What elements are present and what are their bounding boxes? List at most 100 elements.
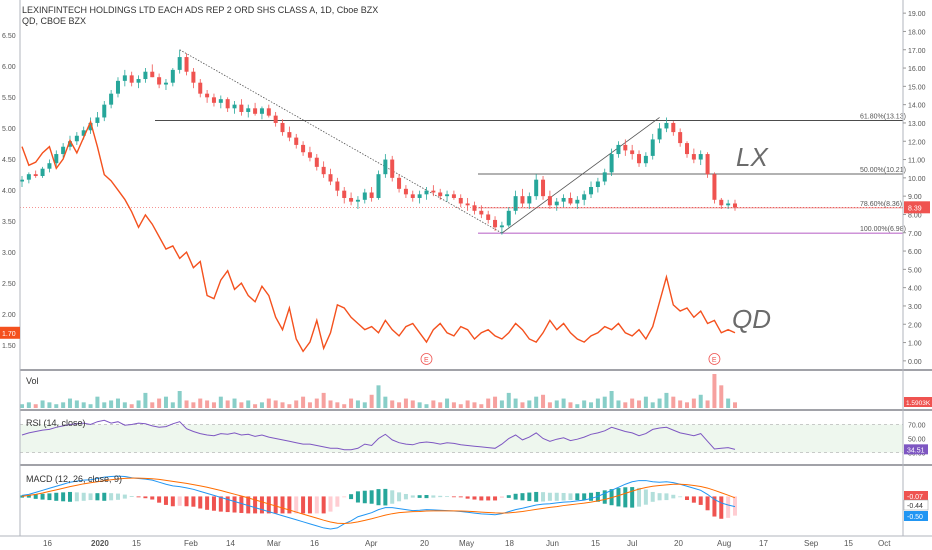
- macd-histogram-bar: [472, 496, 477, 500]
- candle-body: [157, 77, 162, 85]
- left-axis-tick: 2.50: [2, 281, 16, 288]
- macd-histogram-bar: [259, 496, 264, 514]
- x-axis-tick: 15: [844, 539, 853, 548]
- left-axis-tick: 4.00: [2, 188, 16, 195]
- candle-body: [582, 194, 587, 200]
- candle-body: [362, 192, 367, 200]
- x-axis-tick: May: [459, 539, 474, 548]
- macd-histogram-bar: [280, 496, 285, 514]
- candle-body: [698, 154, 703, 160]
- volume-bar: [273, 400, 278, 408]
- macd-histogram-bar: [431, 495, 436, 498]
- candle-body: [465, 203, 470, 206]
- macd-histogram-bar: [479, 496, 484, 501]
- macd-histogram-bar: [568, 493, 573, 501]
- macd-histogram-bar: [499, 496, 504, 498]
- macd-histogram-bar: [266, 496, 271, 514]
- volume-bar: [534, 396, 539, 408]
- earnings-marker: [708, 353, 721, 365]
- macd-histogram-bar: [493, 496, 498, 501]
- macd-histogram-bar: [685, 496, 690, 500]
- macd-last-value: -0.07: [907, 494, 923, 501]
- macd-histogram-bar: [335, 496, 340, 507]
- volume-bar: [479, 404, 484, 408]
- candle-body: [671, 122, 676, 133]
- volume-bar: [232, 398, 237, 408]
- x-axis-tick: 16: [43, 539, 52, 548]
- macd-histogram-bar: [678, 496, 683, 498]
- x-axis-tick: 20: [420, 539, 429, 548]
- macd-histogram-bar: [205, 496, 210, 510]
- candle-body: [397, 177, 402, 189]
- volume-bar: [287, 404, 292, 408]
- volume-bar: [424, 404, 429, 408]
- compare-price-value: 1.70: [2, 331, 16, 338]
- volume-bar: [163, 396, 168, 408]
- candle-body: [280, 122, 285, 133]
- macd-badge: [904, 491, 928, 501]
- macd-histogram-bar: [630, 487, 635, 508]
- rsi-last-value: 34.51: [907, 447, 925, 454]
- candle-body: [383, 159, 388, 175]
- macd-histogram-bar: [698, 496, 703, 505]
- macd-histogram-bar: [719, 496, 724, 519]
- volume-bar: [589, 402, 594, 408]
- volume-bar: [541, 394, 546, 408]
- volume-bar: [602, 396, 607, 408]
- volume-bar: [95, 396, 100, 408]
- volume-bars: [20, 374, 737, 408]
- candle-body: [259, 108, 264, 114]
- candle-body: [115, 80, 120, 94]
- volume-bar: [657, 398, 662, 408]
- candle-body: [218, 99, 223, 103]
- volume-bar: [150, 402, 155, 408]
- candle-body: [506, 210, 511, 226]
- volume-bar: [397, 402, 402, 408]
- macd-histogram-bar: [26, 495, 31, 498]
- volume-bar: [198, 398, 203, 408]
- right-axis-tick: 10.00: [908, 176, 926, 183]
- macd-histogram-bar: [40, 493, 45, 500]
- fib-level-label: 61.80%(13.13): [860, 114, 906, 121]
- candle-body: [287, 132, 292, 138]
- candle-body: [602, 172, 607, 182]
- rsi-axis-tick: 70.00: [908, 423, 926, 430]
- volume-bar: [40, 400, 45, 408]
- volume-bar: [218, 396, 223, 408]
- x-axis-tick: 14: [226, 539, 235, 548]
- candle-body: [691, 154, 696, 160]
- macd-histogram-bar: [349, 494, 354, 500]
- candle-body: [678, 132, 683, 144]
- volume-bar: [506, 392, 511, 408]
- left-axis-tick: 2.00: [2, 312, 16, 319]
- macd-histogram-bar: [301, 496, 306, 514]
- macd-histogram-bar: [376, 489, 381, 506]
- right-axis-tick: 8.00: [908, 212, 922, 219]
- last-price-value: 8.39: [908, 205, 922, 212]
- trend-lines: [179, 49, 660, 234]
- macd-histogram-bar: [410, 495, 415, 498]
- left-axis-tick: 1.50: [2, 343, 16, 350]
- volume-bar: [438, 402, 443, 408]
- lx-annotation: LX: [736, 142, 769, 172]
- macd-histogram-bar: [445, 496, 450, 498]
- macd-histogram-bar: [554, 492, 559, 501]
- x-axis-tick: 16: [310, 539, 319, 548]
- candle-body: [61, 146, 66, 155]
- volume-bar: [33, 404, 38, 408]
- volume-bar: [143, 392, 148, 408]
- volume-bar: [307, 402, 312, 408]
- macd-histogram-bar: [74, 492, 79, 502]
- volume-bar: [301, 396, 306, 408]
- candle-body: [95, 117, 100, 123]
- volume-bar: [355, 400, 360, 408]
- volume-bar: [136, 400, 141, 408]
- macd-histogram-bar: [691, 496, 696, 503]
- candle-body: [541, 179, 546, 197]
- candle-body: [547, 196, 552, 206]
- volume-bar: [314, 398, 319, 408]
- volume-bar: [520, 402, 525, 408]
- signal-line: [21, 477, 736, 524]
- macd-histogram-bar: [294, 496, 299, 514]
